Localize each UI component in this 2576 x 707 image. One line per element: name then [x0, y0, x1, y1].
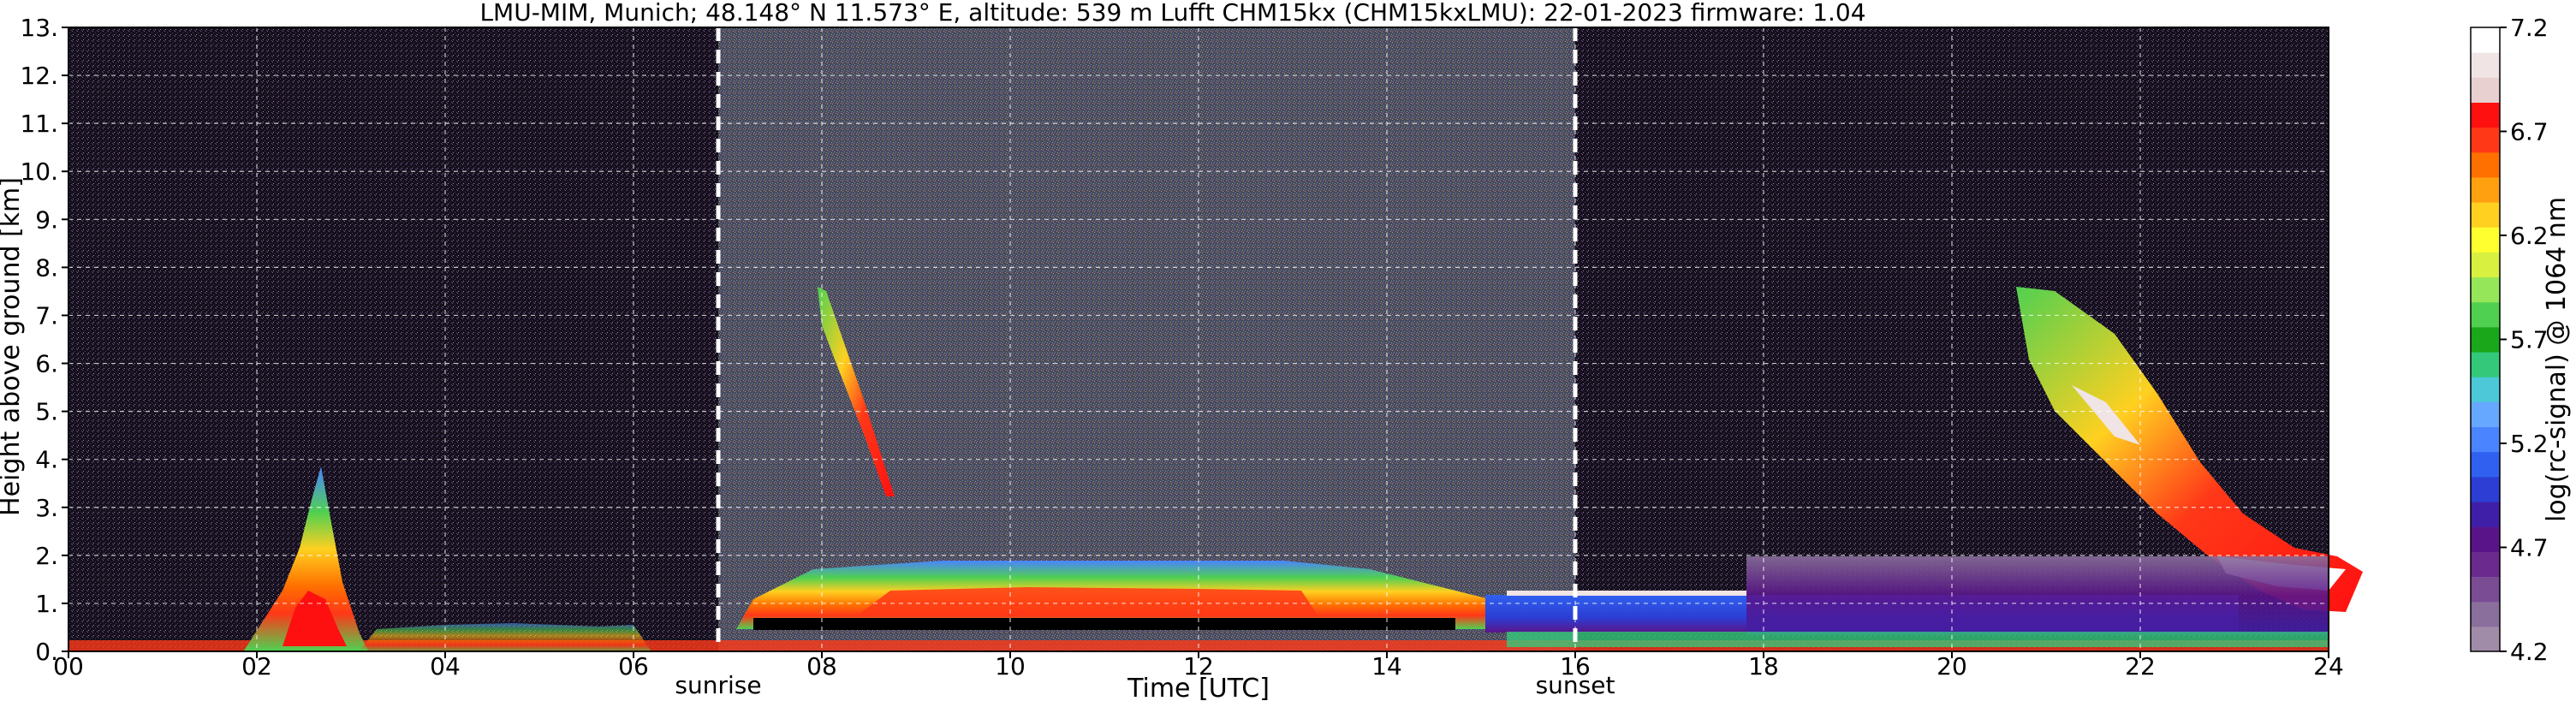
axes: 00 02 04 06 08 10 12 14 16 18 20 22 24 0. 1. 2. 3. 4. 5. 6.…: [20, 14, 2343, 680]
colorbar-segment: [2471, 301, 2500, 328]
colorbar-label: log(rc-signal) @ 1064 nm: [2542, 197, 2572, 522]
x-tick-label: 20: [1936, 652, 1967, 680]
y-tick-label: 3.: [35, 494, 58, 522]
x-axis-label: Time [UTC]: [1127, 674, 1270, 704]
x-tick-label: 10: [995, 652, 1026, 680]
colorbar-tick-label: 5.2: [2510, 430, 2549, 458]
x-tick-label: 14: [1371, 652, 1402, 680]
colorbar-segment: [2471, 576, 2500, 603]
colorbar-segment: [2471, 102, 2500, 128]
x-tick-label: 18: [1748, 652, 1779, 680]
sun-event-label: sunset: [1536, 671, 1615, 699]
colorbar-segment: [2471, 252, 2500, 278]
y-tick-label: 6.: [35, 350, 58, 378]
colorbar-tick-label: 7.2: [2510, 14, 2549, 42]
x-tick-label: 24: [2313, 652, 2344, 680]
plot-background: [68, 27, 2329, 651]
daytime-boundary-layer-core: [856, 587, 1318, 616]
y-tick-label: 4.: [35, 446, 58, 474]
morning-low-layer: [360, 623, 651, 651]
high-cloud-streak: [818, 287, 895, 496]
colorbar-segment: [2471, 202, 2500, 228]
colorbar-tick-label: 4.2: [2510, 638, 2549, 666]
evening-green-ground: [1507, 632, 2329, 647]
sun-event-label: sunrise: [675, 671, 761, 699]
evening-plume-white-core: [2072, 385, 2140, 445]
x-tick-label: 16: [1560, 652, 1591, 680]
y-tick-label: 12.: [20, 62, 58, 90]
colorbar-segment: [2471, 152, 2500, 178]
colorbar-tick-label: 6.2: [2510, 222, 2549, 250]
daytime-dark-band: [753, 618, 1455, 630]
colorbar-segment: [2471, 127, 2500, 153]
colorbar-segment: [2471, 352, 2500, 377]
colorbar-segment: [2471, 551, 2500, 578]
morning-aerosol-core: [283, 591, 347, 646]
y-tick-label: 10.: [20, 157, 58, 186]
colorbar-segment: [2471, 401, 2500, 428]
sun-lines: sunrise sunset: [675, 27, 1615, 699]
plot-area-day: [718, 27, 1575, 651]
x-tick-label: 00: [53, 652, 84, 680]
colorbar-segment: [2471, 476, 2500, 502]
colorbar-segment: [2471, 27, 2500, 53]
colorbar-segment: [2471, 227, 2500, 253]
y-tick-label: 11.: [20, 110, 58, 138]
evening-cloud-plume: [2016, 287, 2363, 612]
y-tick-label: 5.: [35, 398, 58, 426]
colorbar-segment: [2471, 377, 2500, 402]
x-tick-label: 22: [2125, 652, 2156, 680]
y-tick-label: 2.: [35, 542, 58, 570]
colorbar-segment: [2471, 77, 2500, 103]
x-tick-label: 12: [1183, 652, 1214, 680]
colorbar-segment: [2471, 451, 2500, 478]
colorbar-segment: [2471, 426, 2500, 453]
y-axis-label: Height above ground [km]: [0, 177, 26, 516]
y-tick-label: 7.: [35, 301, 58, 330]
colorbar-segment: [2471, 601, 2500, 627]
y-tick-label: 13.: [20, 14, 58, 42]
x-tick-label: 04: [430, 652, 461, 680]
colorbar-segment: [2471, 176, 2500, 203]
y-tick-label: 0.: [35, 638, 58, 666]
y-tick-label: 8.: [35, 253, 58, 282]
x-tick-label: 08: [806, 652, 837, 680]
y-tick-label: 1.: [35, 590, 58, 618]
signal-features: [68, 287, 2363, 652]
colorbar-segment: [2471, 502, 2500, 527]
colorbar-segment: [2471, 276, 2500, 303]
colorbar-segment: [2471, 52, 2500, 78]
plot-area-night-morning: [68, 27, 718, 651]
colorbar-tick-label: 5.7: [2510, 326, 2549, 354]
morning-aerosol-burst: [244, 466, 368, 651]
colorbar: 4.2 4.7 5.2 5.7 6.2 6.7 7.2: [2470, 14, 2549, 666]
x-tick-label: 06: [618, 652, 649, 680]
chart-title: LMU-MIM, Munich; 48.148° N 11.573° E, al…: [479, 0, 1865, 27]
y-tick-label: 9.: [35, 205, 58, 234]
colorbar-segment: [2471, 626, 2500, 652]
colorbar-segment: [2471, 526, 2500, 552]
colorbar-tick-label: 4.7: [2510, 534, 2549, 562]
colorbar-segment: [2471, 326, 2500, 353]
evening-low-layer: [1746, 556, 2329, 635]
afternoon-white-line: [1507, 591, 1746, 596]
x-tick-label: 02: [241, 652, 272, 680]
colorbar-tick-label: 6.7: [2510, 118, 2549, 146]
